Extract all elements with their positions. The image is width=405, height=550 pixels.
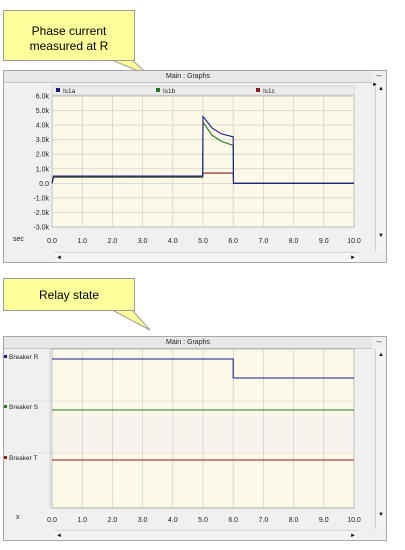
square-marker-icon — [256, 88, 260, 92]
square-marker-icon — [4, 405, 7, 408]
triangle-right-icon[interactable]: ► — [350, 533, 356, 539]
x-tick-label: 6.0 — [228, 517, 238, 524]
x-axis-label: sec — [13, 236, 24, 243]
square-marker-icon — [4, 355, 7, 358]
triangle-left-icon[interactable]: ◄ — [56, 255, 62, 261]
series-line-breaker-r — [52, 358, 354, 379]
y-tick-label: -3.0k — [33, 225, 49, 232]
triangle-right-icon[interactable]: ► — [372, 82, 378, 88]
callout-line: measured at R — [29, 39, 109, 53]
lane-label-breaker-s: Breaker S — [9, 404, 39, 411]
x-tick-label: 3.0 — [138, 517, 148, 524]
x-tick-label: 0.0 — [47, 238, 57, 245]
lane-label-breaker-t: Breaker T — [9, 455, 37, 462]
lane-label-breaker-r: Breaker R — [9, 354, 39, 361]
x-tick-label: 5.0 — [198, 238, 208, 245]
x-tick-label: 8.0 — [289, 517, 299, 524]
x-tick-label: 7.0 — [259, 517, 269, 524]
minus-icon[interactable]: – — [376, 336, 382, 346]
x-tick-label: 2.0 — [108, 517, 118, 524]
x-tick-label: 10.0 — [347, 517, 361, 524]
panel-title: Main : Graphs — [4, 337, 372, 349]
square-marker-icon — [156, 88, 160, 92]
x-tick-label: 9.0 — [319, 238, 329, 245]
triangle-right-icon[interactable]: ► — [350, 255, 356, 261]
horizontal-scrollbar[interactable]: ◄ ► — [54, 530, 358, 540]
square-marker-icon — [4, 456, 7, 459]
y-tick-label: -1.0k — [33, 195, 49, 202]
x-tick-label: 5.0 — [198, 517, 208, 524]
triangle-down-icon[interactable]: ▼ — [378, 512, 384, 518]
x-tick-label: 2.0 — [108, 238, 118, 245]
triangle-down-icon[interactable]: ▼ — [378, 233, 384, 239]
y-tick-label: 1.0k — [36, 166, 50, 173]
y-tick-label: 5.0k — [36, 108, 50, 115]
callout-line: Phase current — [31, 24, 107, 38]
y-tick-label: 6.0k — [36, 94, 50, 101]
x-tick-label: 1.0 — [77, 517, 87, 524]
panel-title: Main : Graphs — [4, 71, 372, 83]
triangle-left-icon[interactable]: ◄ — [56, 533, 62, 539]
minus-icon[interactable]: – — [376, 70, 382, 80]
y-tick-label: 0.0 — [39, 181, 49, 188]
legend-entry-is1c: Is1c — [263, 88, 276, 95]
horizontal-scrollbar[interactable]: ◄ ► — [54, 252, 358, 262]
callout-phase-current: Phase current measured at R — [3, 10, 135, 61]
triangle-up-icon[interactable]: ▲ — [378, 352, 384, 358]
y-tick-label: 3.0k — [36, 137, 50, 144]
y-tick-label: 4.0k — [36, 123, 50, 130]
callout-line: Relay state — [38, 288, 100, 302]
y-tick-label: 2.0k — [36, 152, 50, 159]
x-tick-label: 4.0 — [168, 517, 178, 524]
panel-top-right-arrows: ► — [372, 82, 378, 88]
callout-relay-state: Relay state — [3, 278, 135, 311]
x-tick-label: 8.0 — [289, 238, 299, 245]
legend-bar — [51, 85, 355, 96]
x-tick-label: 3.0 — [138, 238, 148, 245]
x-tick-label: 7.0 — [259, 238, 269, 245]
x-tick-label: 9.0 — [319, 517, 329, 524]
y-tick-label: -2.0k — [33, 210, 49, 217]
x-tick-label: 10.0 — [347, 238, 361, 245]
x-tick-label: 4.0 — [168, 238, 178, 245]
x-tick-label: 6.0 — [228, 238, 238, 245]
series-line-is1a — [51, 114, 354, 184]
x-tick-label: 0.0 — [47, 517, 57, 524]
vertical-scrollbar[interactable]: ▲ ► ▼ — [375, 83, 386, 251]
x-tick-label: 1.0 — [77, 238, 87, 245]
x-axis-label: x — [16, 514, 20, 521]
legend-entry-is1b: Is1b — [163, 88, 176, 95]
legend-entry-is1a: Is1a — [63, 88, 76, 95]
square-marker-icon — [56, 88, 60, 92]
triangle-up-icon[interactable]: ▲ — [378, 86, 384, 92]
vertical-scrollbar[interactable]: ▲ ▼ — [375, 349, 386, 529]
